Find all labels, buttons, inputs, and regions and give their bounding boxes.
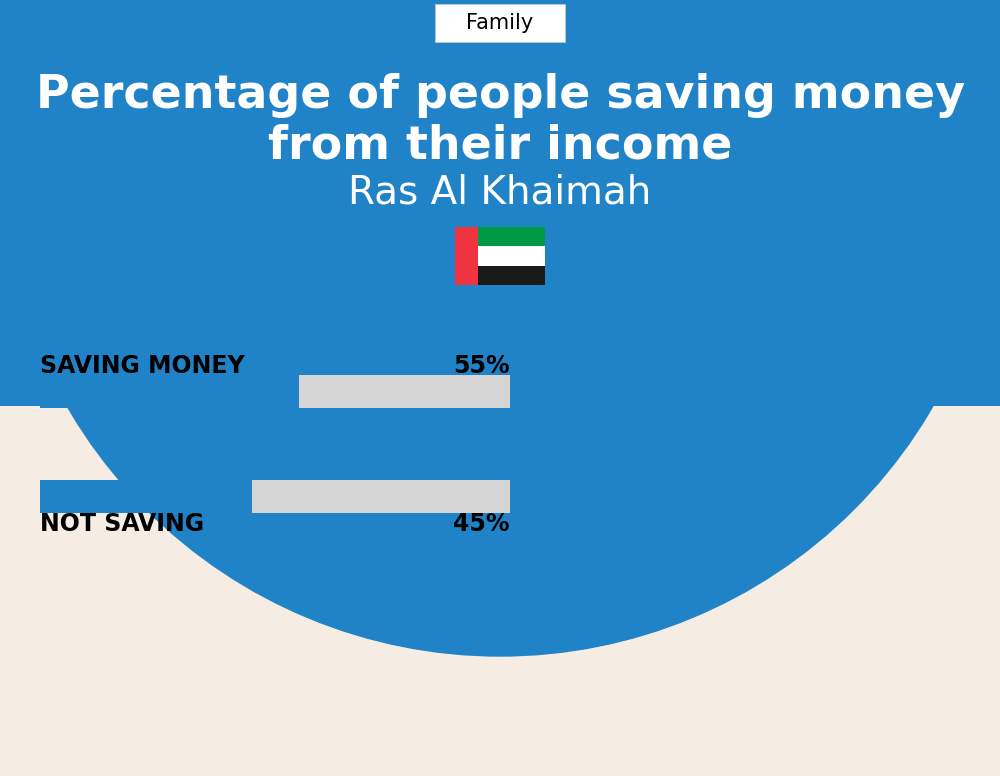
Text: Ras Al Khaimah: Ras Al Khaimah [348, 174, 652, 212]
Text: Family: Family [466, 13, 534, 33]
FancyBboxPatch shape [40, 480, 252, 512]
FancyBboxPatch shape [40, 375, 298, 407]
Circle shape [0, 0, 1000, 656]
Text: Percentage of people saving money: Percentage of people saving money [36, 74, 964, 119]
Text: SAVING MONEY: SAVING MONEY [40, 354, 245, 378]
FancyBboxPatch shape [40, 375, 510, 407]
FancyBboxPatch shape [478, 246, 545, 265]
FancyBboxPatch shape [0, 0, 1000, 406]
FancyBboxPatch shape [478, 227, 545, 246]
Text: from their income: from their income [268, 123, 732, 168]
Text: NOT SAVING: NOT SAVING [40, 512, 204, 536]
Text: 55%: 55% [453, 354, 510, 378]
FancyBboxPatch shape [455, 227, 478, 285]
FancyBboxPatch shape [435, 4, 565, 42]
Text: 45%: 45% [454, 512, 510, 536]
FancyBboxPatch shape [40, 480, 510, 512]
FancyBboxPatch shape [478, 265, 545, 285]
